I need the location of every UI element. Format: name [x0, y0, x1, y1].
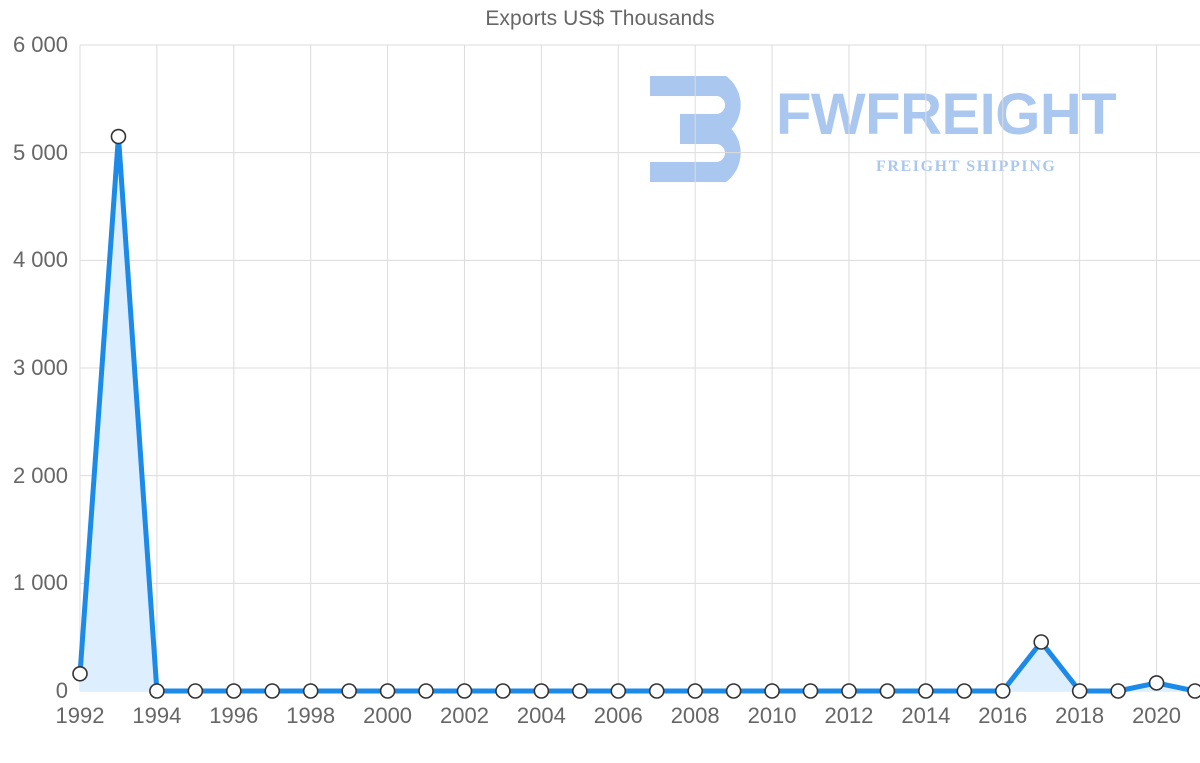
data-point-2005[interactable]	[572, 683, 588, 699]
data-point-2012[interactable]	[841, 683, 857, 699]
data-point-2013[interactable]	[879, 683, 896, 699]
data-point-2019[interactable]	[1110, 683, 1126, 699]
data-point-2011[interactable]	[802, 683, 819, 699]
data-point-1998[interactable]	[302, 683, 319, 699]
y-tick-4000: 4 000	[12, 247, 68, 273]
data-point-1997[interactable]	[264, 683, 281, 699]
y-tick-5000: 5 000	[12, 139, 68, 165]
x-tick-1996: 1996	[209, 703, 259, 728]
data-markers	[72, 128, 1200, 699]
data-point-2008[interactable]	[687, 683, 703, 699]
data-point-2010[interactable]	[764, 683, 780, 699]
x-tick-2014: 2014	[901, 703, 951, 728]
x-tick-1998: 1998	[286, 703, 336, 728]
x-tick-2002: 2002	[439, 703, 489, 728]
data-point-2006[interactable]	[610, 683, 627, 699]
x-tick-1992: 1992	[55, 703, 105, 728]
x-tick-1994: 1994	[132, 703, 182, 728]
y-tick-1000: 1 000	[12, 570, 68, 596]
data-point-1993[interactable]	[110, 128, 127, 145]
data-point-2020[interactable]	[1148, 675, 1165, 691]
data-point-2007[interactable]	[648, 683, 665, 699]
y-tick-2000: 2 000	[12, 462, 68, 488]
x-tick-2004: 2004	[516, 703, 566, 728]
data-point-2014[interactable]	[918, 683, 934, 699]
x-tick-2012: 2012	[824, 703, 874, 728]
x-tick-2018: 2018	[1055, 703, 1105, 728]
data-point-2003[interactable]	[495, 683, 511, 699]
y-tick-3000: 3 000	[12, 355, 68, 380]
y-tick-0: 0	[55, 678, 68, 703]
data-point-1996[interactable]	[225, 683, 242, 699]
y-tick-6000: 6 000	[12, 32, 68, 57]
x-tick-2000: 2000	[363, 703, 413, 728]
data-line	[77, 134, 1198, 694]
data-point-2004[interactable]	[533, 683, 550, 699]
data-point-1995[interactable]	[187, 683, 204, 699]
x-tick-2020: 2020	[1132, 703, 1182, 728]
data-point-2015[interactable]	[956, 683, 973, 699]
x-tick-2010: 2010	[747, 703, 797, 728]
data-point-2001[interactable]	[418, 683, 434, 699]
grid-lines	[79, 44, 1200, 692]
chart-title: Exports US$ Thousands	[485, 7, 715, 30]
data-point-2002[interactable]	[456, 683, 473, 699]
data-point-2017[interactable]	[1033, 634, 1050, 650]
x-tick-2006: 2006	[593, 703, 643, 728]
data-point-2018[interactable]	[1071, 683, 1088, 699]
x-tick-2016: 2016	[978, 703, 1028, 728]
data-point-2009[interactable]	[725, 683, 742, 699]
x-tick-2008: 2008	[670, 703, 720, 728]
data-point-1992[interactable]	[72, 665, 88, 682]
data-point-2021[interactable]	[1187, 683, 1200, 699]
area-fill	[80, 136, 1195, 691]
data-point-1994[interactable]	[149, 683, 165, 699]
data-point-2000[interactable]	[379, 683, 396, 699]
data-point-1999[interactable]	[341, 683, 357, 699]
data-point-2016[interactable]	[994, 683, 1011, 699]
